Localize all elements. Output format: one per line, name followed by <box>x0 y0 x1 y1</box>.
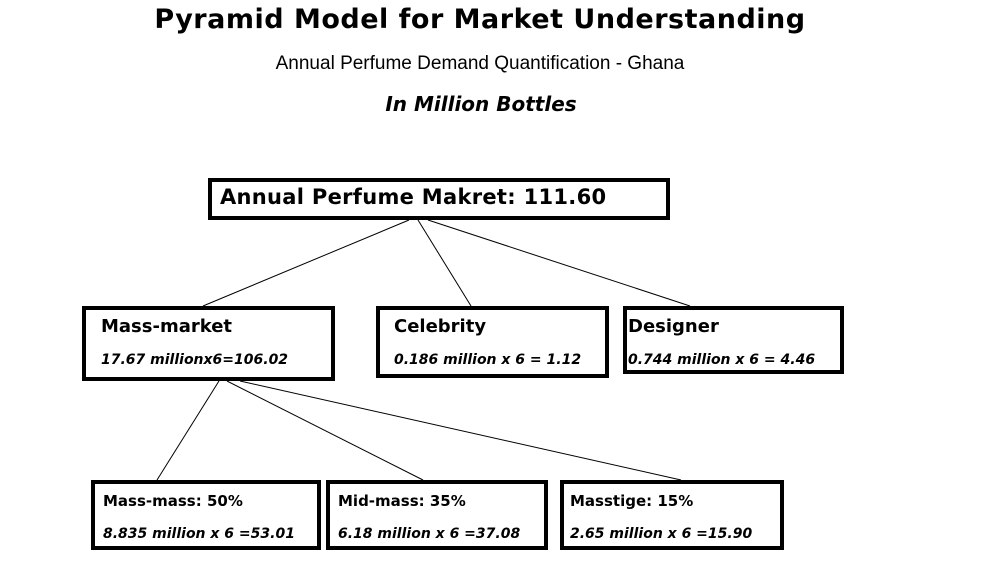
segment-value-celebrity: 0.186 million x 6 = 1.12 <box>394 352 582 368</box>
subsegment-label-masstige: Masstige: 15% <box>570 492 694 510</box>
subsegment-value-mid-mass: 6.18 million x 6 =37.08 <box>338 526 521 542</box>
subsegment-label-mass-mass: Mass-mass: 50% <box>103 492 243 510</box>
segment-label-celebrity: Celebrity <box>394 316 487 337</box>
connector-root-to-mass-market <box>202 219 410 307</box>
segment-box-celebrity: Celebrity 0.186 million x 6 = 1.12 <box>376 306 609 378</box>
diagram-title: Pyramid Model for Market Understanding <box>154 4 806 35</box>
connector-mass-market-to-mid-mass <box>226 380 424 481</box>
subsegment-box-mass-mass: Mass-mass: 50% 8.835 million x 6 =53.01 <box>91 480 321 550</box>
connector-mass-market-to-masstige <box>239 380 682 481</box>
segment-label-designer: Designer <box>628 316 719 337</box>
segment-value-designer: 0.744 million x 6 = 4.46 <box>628 352 816 368</box>
segment-box-mass-market: Mass-market 17.67 millionx6=106.02 <box>82 306 335 381</box>
connector-root-to-designer <box>427 219 691 307</box>
root-node-box: Annual Perfume Makret: 111.60 <box>208 178 670 220</box>
root-node-label: Annual Perfume Makret: 111.60 <box>220 185 607 209</box>
subsegment-box-mid-mass: Mid-mass: 35% 6.18 million x 6 =37.08 <box>326 480 548 550</box>
diagram-subtitle: Annual Perfume Demand Quantification - G… <box>275 53 685 74</box>
connector-root-to-celebrity <box>417 219 472 307</box>
units-caption: In Million Bottles <box>385 92 577 116</box>
segment-value-mass-market: 17.67 millionx6=106.02 <box>101 352 289 368</box>
subsegment-value-mass-mass: 8.835 million x 6 =53.01 <box>103 526 295 542</box>
subsegment-label-mid-mass: Mid-mass: 35% <box>338 492 466 510</box>
segment-box-designer: Designer 0.744 million x 6 = 4.46 <box>623 306 844 374</box>
subsegment-value-masstige: 2.65 million x 6 =15.90 <box>570 526 753 542</box>
subsegment-box-masstige: Masstige: 15% 2.65 million x 6 =15.90 <box>560 480 784 550</box>
segment-label-mass-market: Mass-market <box>101 316 233 337</box>
connector-mass-market-to-mass-mass <box>156 380 220 481</box>
